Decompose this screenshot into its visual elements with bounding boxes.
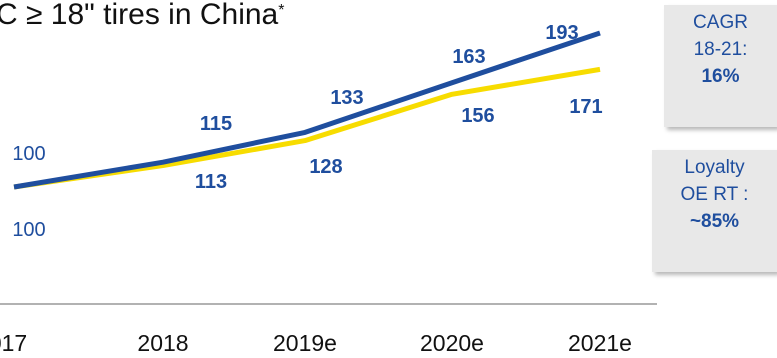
yellow-data-label-2018: 113 [195, 171, 227, 193]
x-tick-label-2020e: 2020e [420, 330, 484, 356]
blue-data-label-2018: 115 [200, 113, 232, 135]
yellow-data-label-2019e: 128 [309, 156, 342, 178]
cagr-label: CAGR [693, 12, 748, 33]
blue-data-label-2021e: 193 [545, 22, 578, 44]
x-tick-label-2018: 2018 [137, 330, 188, 356]
series-line-blue [13, 30, 601, 190]
blue-data-label-2017: 100 [12, 143, 45, 165]
x-tick-label-2017: 017 [0, 330, 27, 356]
x-tick-label-2019e: 2019e [273, 330, 337, 356]
loyalty-box: Loyalty OE RT : ~85% [652, 150, 777, 272]
yellow-data-label-2020e: 156 [461, 105, 494, 127]
loyalty-value: ~85% [689, 211, 740, 232]
loyalty-label: Loyalty [684, 157, 745, 178]
series-line-yellow [13, 66, 601, 190]
chart-title-text: C ≥ 18" tires in China [0, 0, 279, 31]
title-footnote-marker: * [278, 2, 285, 19]
blue-data-label-2019e: 133 [330, 87, 363, 109]
cagr-value: 16% [701, 66, 740, 87]
yellow-data-label-2021e: 171 [569, 96, 602, 118]
chart-title: C ≥ 18" tires in China* [0, 0, 284, 32]
loyalty-oe-rt: OE RT : [680, 184, 749, 205]
yellow-data-label-2017: 100 [12, 219, 45, 241]
x-tick-label-2021e: 2021e [568, 330, 632, 356]
blue-data-label-2020e: 163 [452, 46, 485, 68]
cagr-period: 18-21: [693, 39, 748, 60]
cagr-box: CAGR 18-21: 16% [664, 5, 777, 127]
line-chart: 100 115 133 163 193 100 113 128 156 171 017 2018 20… [0, 22, 657, 356]
